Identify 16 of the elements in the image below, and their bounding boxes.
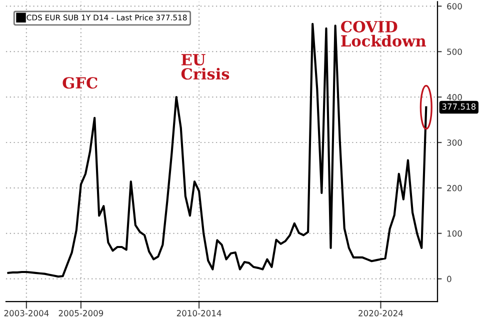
y-tick-label: 300 bbox=[447, 139, 462, 146]
y-tick-label: 0 bbox=[447, 276, 452, 282]
text: 377.518 bbox=[442, 103, 476, 110]
y-tick-label: 400 bbox=[446, 94, 462, 100]
line-series bbox=[7, 22, 428, 278]
x-tick-label: 2005-2009 bbox=[58, 310, 104, 316]
y-tick-label: 200 bbox=[447, 184, 462, 192]
annotation: EU Crisis bbox=[181, 54, 230, 80]
x-tick-label: 2003-2004 bbox=[4, 310, 49, 316]
annotation: GFC bbox=[62, 77, 98, 89]
x-tick-label: 2020-2024 bbox=[358, 310, 403, 316]
y-tick-label: 600 bbox=[447, 3, 462, 10]
annotation: COVID Lockdown bbox=[341, 20, 426, 47]
x-tick-label: 2010-2014 bbox=[176, 310, 222, 316]
y-tick-label: 100 bbox=[447, 230, 462, 237]
y-tick-label: 500 bbox=[447, 48, 462, 55]
